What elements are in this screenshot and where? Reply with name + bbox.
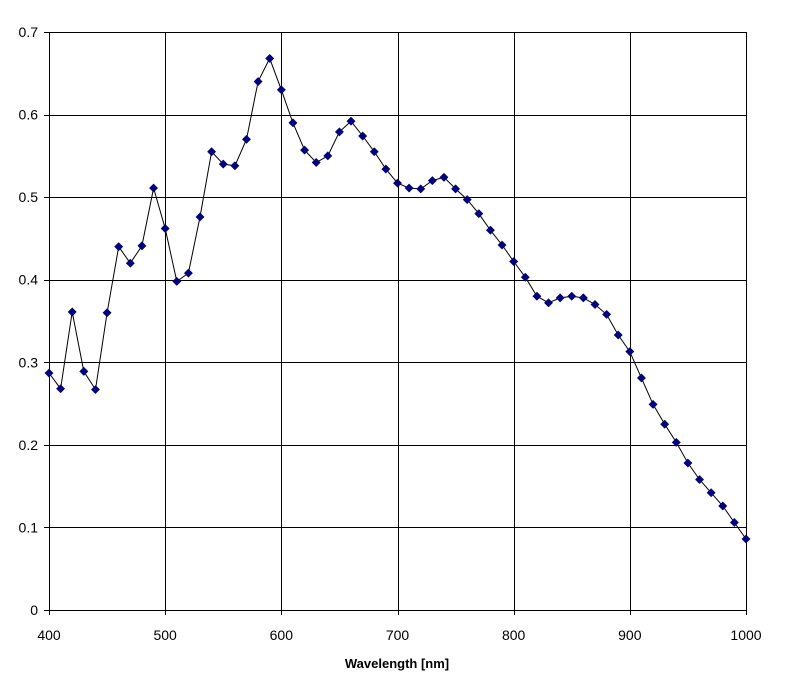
data-point-marker [729,517,739,528]
data-point-marker [160,223,170,234]
data-point-marker [183,268,193,278]
data-point-marker [369,147,379,157]
x-tick-label: 500 [153,627,177,643]
data-point-marker [439,172,449,182]
data-point-marker [125,258,135,268]
data-point-marker [543,298,554,308]
data-point-marker [706,488,716,498]
data-point-marker [276,85,286,95]
data-point-marker [265,53,275,63]
axes [44,32,747,615]
y-tick-label: 0.3 [19,354,39,370]
grid-lines [49,32,747,611]
data-point-marker [648,399,658,409]
data-series [44,53,751,544]
data-point-marker [300,145,310,155]
data-point-marker [497,240,507,250]
data-point-marker [578,293,588,303]
data-point-marker [323,151,333,161]
data-point-marker [172,276,182,286]
data-point-marker [44,368,54,378]
data-point-marker [102,308,112,318]
data-point-marker [67,307,77,317]
data-point-marker [416,184,426,194]
data-point-marker [79,366,89,376]
y-tick-label: 0.6 [19,107,39,123]
data-point-marker [625,346,635,357]
data-point-marker [114,242,124,252]
data-point-marker [590,299,600,310]
data-point-marker [253,76,263,87]
data-point-marker [358,131,368,141]
x-tick-label: 700 [386,627,410,643]
y-tick-label: 0.1 [19,519,39,535]
data-point-marker [532,291,542,301]
data-point-marker [474,209,484,219]
data-point-marker [509,256,519,267]
data-point-marker [636,373,647,383]
y-tick-label: 0.5 [19,189,39,205]
data-point-marker [230,161,240,171]
data-point-marker [392,178,403,188]
y-tick-label: 0.4 [19,272,39,288]
data-point-marker [567,291,577,301]
x-tick-label: 800 [502,627,526,643]
data-point-marker [555,293,565,303]
data-point-marker [148,183,159,193]
data-point-marker [207,147,217,157]
x-axis-title: Wavelength [nm] [345,656,449,671]
y-tick-label: 0 [30,602,38,618]
y-tick-label: 0.7 [19,24,39,40]
x-tick-label: 1000 [730,627,761,643]
data-point-marker [137,241,147,251]
data-point-marker [602,309,612,319]
data-point-marker [56,384,66,394]
data-point-marker [427,176,437,186]
plot-area [49,32,746,610]
data-point-marker [404,183,414,193]
data-point-marker [660,419,670,429]
data-point-marker [694,474,705,485]
data-point-marker [90,384,101,395]
data-point-marker [311,157,321,168]
data-point-marker [683,458,693,468]
data-point-marker [451,184,461,194]
data-point-marker [613,330,623,340]
data-point-marker [346,116,356,126]
data-point-marker [520,272,530,282]
data-point-marker [671,437,681,447]
y-tick-label: 0.2 [19,437,39,453]
x-tick-label: 900 [618,627,642,643]
data-point-marker [381,164,391,174]
data-point-marker [718,501,728,511]
data-point-marker [218,159,228,169]
x-tick-label: 600 [270,627,294,643]
data-point-marker [288,118,298,128]
data-point-marker [741,534,751,544]
data-point-marker [334,127,344,137]
data-point-marker [462,195,472,205]
tick-labels: 400 500 600 700 800 900 1000 0 0.1 0.2 0.3 0.4 0.5 0.… [19,24,762,643]
data-point-marker [195,212,205,222]
data-point-marker [241,134,252,144]
x-tick-label: 400 [37,627,61,643]
data-point-marker [485,225,495,235]
